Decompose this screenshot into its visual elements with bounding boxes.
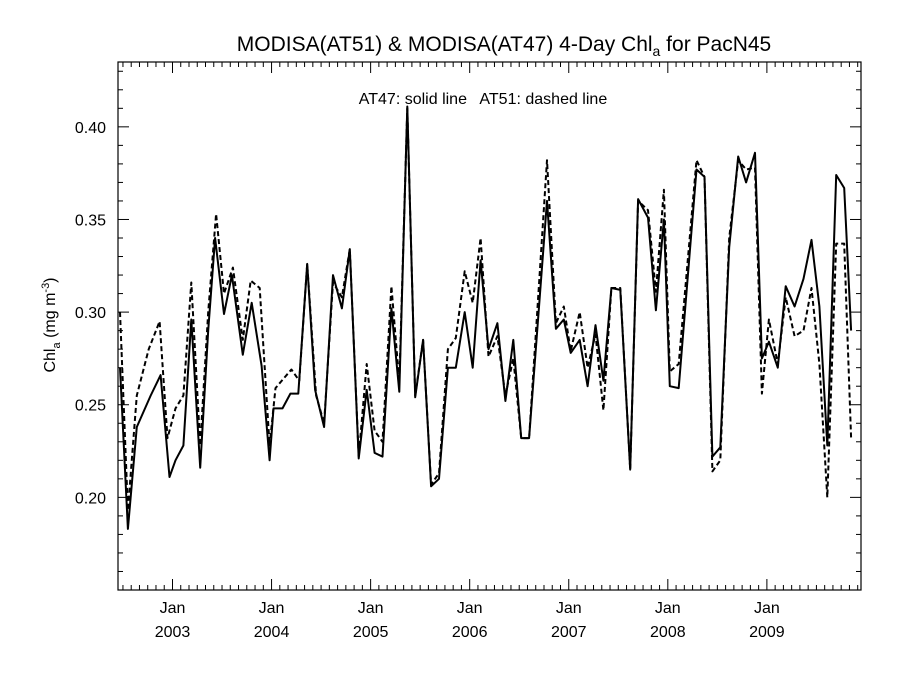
x-tick-year-label: 2003 <box>155 624 191 641</box>
x-tick-year-label: 2009 <box>749 624 785 641</box>
x-tick-year-label: 2006 <box>452 624 488 641</box>
x-tick-month-label: Jan <box>160 600 186 617</box>
x-tick-year-label: 2004 <box>254 624 290 641</box>
y-tick-label: 0.30 <box>75 305 106 322</box>
x-tick-year-label: 2008 <box>650 624 686 641</box>
y-tick-label: 0.20 <box>75 490 106 507</box>
y-tick-label: 0.40 <box>75 120 106 137</box>
y-axis-label: Chla (mg m-3) <box>40 277 63 372</box>
axes: 0.20 0.25 0.30 0.35 0.40 Jan 2003 Jan 2004 Jan 200… <box>75 62 861 641</box>
series-line-at51-dashed <box>119 107 853 512</box>
chart-title: MODISA(AT51) & MODISA(AT47) 4-Day Chla f… <box>237 33 771 59</box>
x-tick-month-label: Jan <box>655 600 681 617</box>
plot-frame <box>117 61 862 591</box>
x-tick-year-label: 2005 <box>353 624 389 641</box>
y-tick-label: 0.25 <box>75 398 106 415</box>
y-tick-label: 0.35 <box>75 212 106 229</box>
x-tick-month-label: Jan <box>457 600 483 617</box>
x-tick-year-label: 2007 <box>551 624 587 641</box>
series-annotation: AT47: solid line AT51: dashed line <box>359 91 608 108</box>
x-tick-month-label: Jan <box>556 600 582 617</box>
series-layer <box>119 105 853 530</box>
x-tick-month-label: Jan <box>358 600 384 617</box>
x-tick-month-label: Jan <box>259 600 285 617</box>
x-tick-month-label: Jan <box>754 600 780 617</box>
